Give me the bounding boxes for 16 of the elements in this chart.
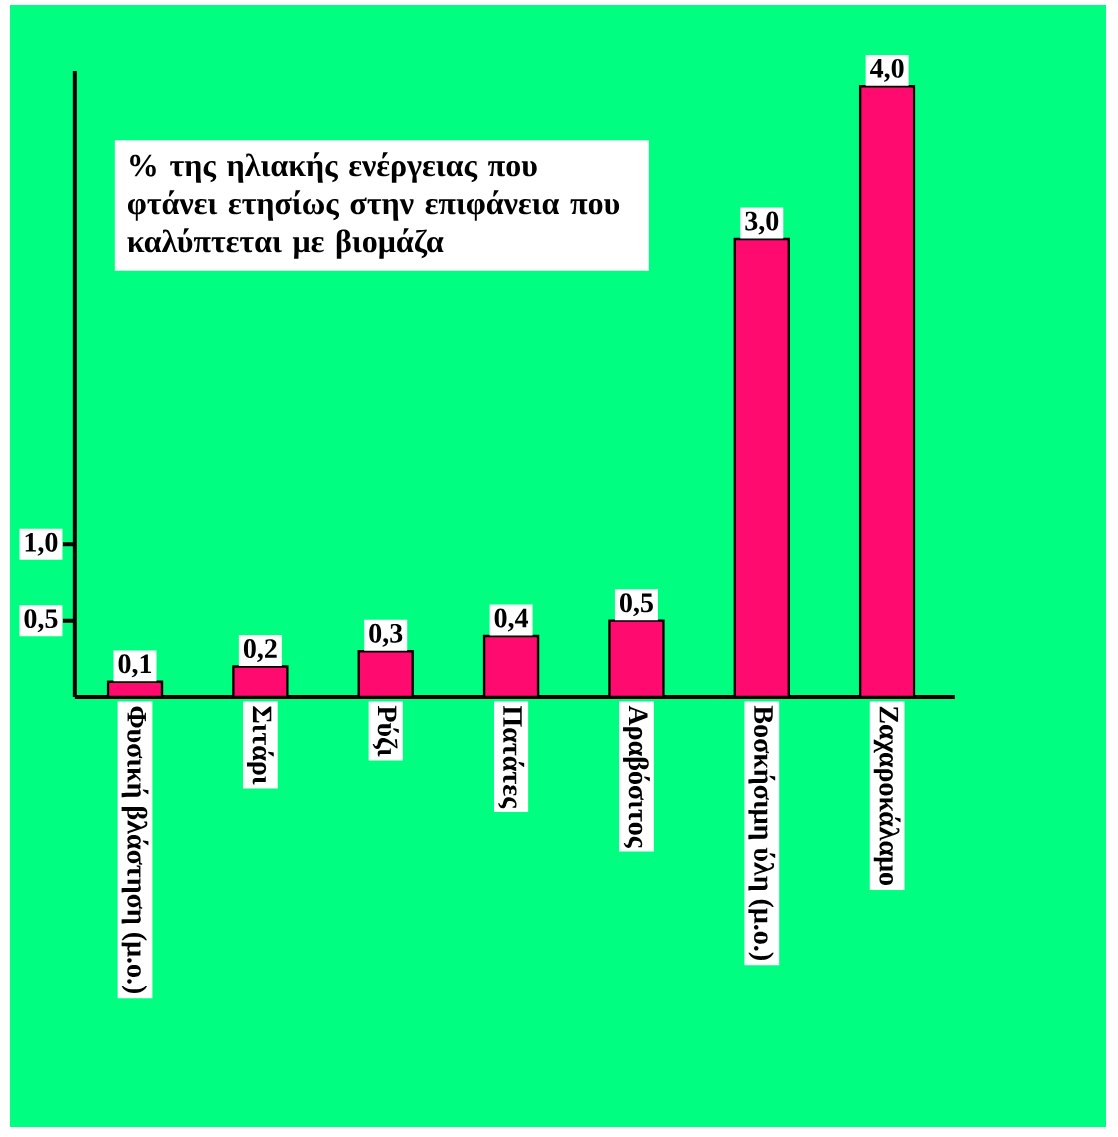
x-tick-label: Σιτάρι: [246, 706, 274, 785]
data-label: 3,0: [745, 211, 779, 235]
text: % της ηλιακής ενέργειας που φτάνει ετησίως στην επιφάνεια που καλύπτεται με βιομάζα: [127, 152, 620, 259]
data-label: 0,4: [494, 608, 529, 632]
x-tick-label: Φυσική βλάστηση (μ.ο.): [121, 706, 149, 994]
x-tick-label: Πατάτες: [498, 705, 525, 809]
y-tick-label: 1,0: [25, 532, 58, 556]
data-label: 4,0: [870, 58, 904, 82]
x-tick-label: Ζαχαροκάλαμο: [873, 706, 901, 885]
data-label: 0,3: [369, 623, 403, 647]
x-tick-label: Βοσκήσιμη ύλη (μ.ο.): [748, 705, 776, 960]
data-label: 0,1: [118, 654, 152, 678]
x-tick-label: Ρύζι: [372, 705, 399, 757]
data-label: 0,5: [620, 593, 653, 617]
data-label: 0,2: [243, 639, 277, 663]
x-tick-label: Αραβόσιτος: [623, 705, 650, 848]
